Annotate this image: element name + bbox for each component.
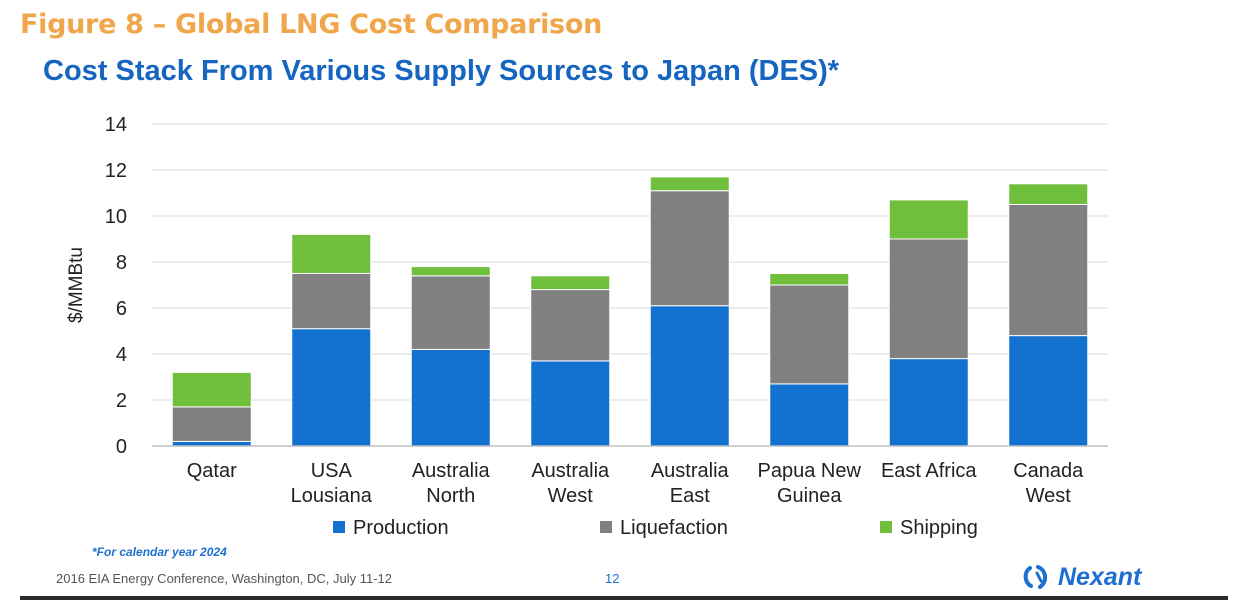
y-tick-label: 2 bbox=[116, 390, 127, 412]
bar-segment-liquefaction bbox=[888, 238, 969, 360]
bar-segment-shipping bbox=[530, 275, 611, 291]
bar-segment-shipping bbox=[291, 233, 372, 274]
x-tick-label: East bbox=[670, 485, 710, 507]
conference-footer: 2016 EIA Energy Conference, Washington, … bbox=[56, 571, 393, 586]
y-tick-label: 4 bbox=[116, 344, 127, 366]
legend: Production Liquefaction Shipping bbox=[333, 517, 978, 539]
legend-swatch-shipping bbox=[880, 521, 892, 533]
bar-segment-shipping bbox=[769, 273, 850, 286]
bar-segment-production bbox=[410, 348, 491, 447]
x-tick-label: West bbox=[1026, 485, 1072, 507]
axes: 0 2 4 6 8 10 12 14 $/MMBtu Qatar USA Lousiana Austra… bbox=[66, 114, 1108, 507]
y-tick-label: 12 bbox=[105, 160, 127, 182]
x-tick-label: North bbox=[426, 485, 475, 507]
nexant-logo: Nexant bbox=[1022, 562, 1141, 592]
legend-swatch-liquefaction bbox=[600, 521, 612, 533]
y-tick-label: 14 bbox=[105, 114, 127, 136]
figure-title: Figure 8 – Global LNG Cost Comparison bbox=[20, 9, 602, 40]
y-axis-label: $/MMBtu bbox=[66, 247, 87, 323]
bar-segment-shipping bbox=[888, 199, 969, 240]
legend-label-production: Production bbox=[353, 517, 449, 539]
chart-title: Cost Stack From Various Supply Sources t… bbox=[43, 55, 840, 87]
bar-segment-liquefaction bbox=[1008, 204, 1089, 337]
stacked-bar-chart: 0 2 4 6 8 10 12 14 $/MMBtu Qatar USA Lousiana Austra… bbox=[66, 114, 1108, 539]
x-tick-label: USA bbox=[311, 460, 353, 482]
nexant-mark-icon bbox=[1023, 565, 1047, 589]
bar-segment-shipping bbox=[171, 371, 252, 408]
legend-label-shipping: Shipping bbox=[900, 517, 978, 539]
legend-swatch-production bbox=[333, 521, 345, 533]
x-tick-label: East Africa bbox=[881, 460, 977, 482]
legend-label-liquefaction: Liquefaction bbox=[620, 517, 728, 539]
bottom-rule bbox=[20, 596, 1228, 600]
bar-segment-production bbox=[888, 358, 969, 447]
y-tick-label: 10 bbox=[105, 206, 127, 228]
bar-segment-liquefaction bbox=[649, 190, 730, 307]
x-tick-label: Australia bbox=[531, 460, 610, 482]
bar-segment-production bbox=[530, 360, 611, 447]
bar-segment-shipping bbox=[649, 176, 730, 192]
bar-segment-liquefaction bbox=[171, 406, 252, 442]
bar-segment-liquefaction bbox=[769, 284, 850, 385]
bar-segment-production bbox=[649, 305, 730, 447]
brand-name: Nexant bbox=[1058, 562, 1142, 591]
x-tick-label: West bbox=[548, 485, 594, 507]
bar-segment-liquefaction bbox=[291, 273, 372, 330]
page-number: 12 bbox=[605, 571, 620, 586]
x-tick-label: Qatar bbox=[187, 460, 237, 482]
bar-segment-liquefaction bbox=[530, 289, 611, 362]
x-tick-label: Papua New bbox=[758, 460, 862, 482]
bar-segment-production bbox=[1008, 335, 1089, 447]
y-tick-label: 6 bbox=[116, 298, 127, 320]
bar-segment-liquefaction bbox=[410, 275, 491, 350]
bar-segment-production bbox=[769, 383, 850, 447]
x-tick-label: Lousiana bbox=[291, 485, 373, 507]
bar-segment-production bbox=[291, 328, 372, 447]
bar-segment-shipping bbox=[1008, 183, 1089, 206]
y-tick-label: 0 bbox=[116, 436, 127, 458]
x-tick-label: Guinea bbox=[777, 485, 842, 507]
y-tick-label: 8 bbox=[116, 252, 127, 274]
x-tick-label: Australia bbox=[412, 460, 491, 482]
x-tick-label: Australia bbox=[651, 460, 730, 482]
bars bbox=[171, 176, 1089, 447]
footnote: *For calendar year 2024 bbox=[92, 545, 227, 559]
x-tick-label: Canada bbox=[1013, 460, 1084, 482]
bar-segment-shipping bbox=[410, 266, 491, 277]
